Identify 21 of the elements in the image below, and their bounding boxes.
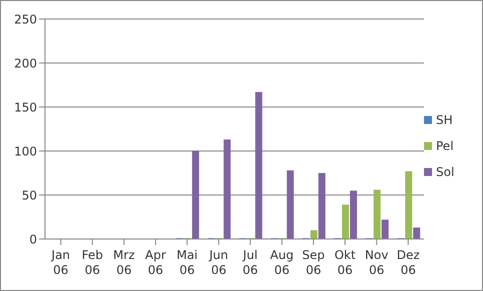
x-tick-label: Sep 06 <box>302 248 325 277</box>
x-tick-label: Mai 06 <box>176 248 198 277</box>
x-tick-label: Okt 06 <box>334 248 356 277</box>
x-tick-label: Apr 06 <box>145 248 166 277</box>
y-tick-label: 150 <box>14 100 37 114</box>
legend-label: SH <box>436 112 453 126</box>
x-tick-label: Jun 06 <box>208 248 228 277</box>
y-tick-label: 250 <box>14 12 37 26</box>
x-tick-label: Aug 06 <box>270 248 294 277</box>
legend-label: Pel <box>436 138 454 152</box>
legend-label: Sol <box>436 164 454 178</box>
x-tick-label: Jan 06 <box>50 248 70 277</box>
x-tick-label: Dez 06 <box>396 248 420 277</box>
x-tick-label: Nov 06 <box>364 248 388 277</box>
y-tick-label: 50 <box>22 188 37 202</box>
y-tick-label: 200 <box>14 56 37 70</box>
x-tick-label: Jul 06 <box>242 248 258 277</box>
y-tick-label: 0 <box>29 232 37 246</box>
x-tick-label: Feb 06 <box>82 248 103 277</box>
y-tick-label: 100 <box>14 144 37 158</box>
x-tick-label: Mrz 06 <box>113 248 135 277</box>
